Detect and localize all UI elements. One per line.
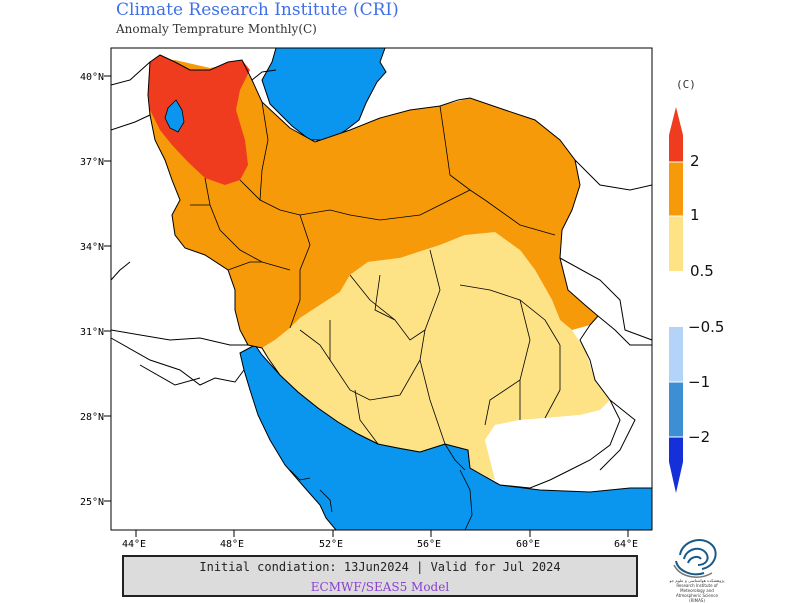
lat-label: 31°N [80,327,104,338]
anomaly-region-neutral [485,410,620,488]
anomaly-region-0.5-to-1 [262,232,610,480]
model-name-text: ECMWF/SEAS5 Model [310,580,450,594]
lon-label: 44°E [122,539,146,550]
legend-label-minus-2: −2 [688,428,711,446]
page-title: Climate Research Institute (CRI) [116,0,399,20]
logo-caption: پژوهشکده هواشناسی و علوم جو Research Ins… [669,578,725,603]
lon-label: 64°E [614,539,638,550]
lat-label: 28°N [80,412,104,423]
page-subtitle: Anomaly Temprature Monthly(C) [116,22,317,36]
lat-axis: 40°N 37°N 34°N 31°N 28°N 25°N [80,72,111,508]
legend-colorbar [669,107,683,493]
legend-label-1: 1 [690,206,700,224]
lat-label: 25°N [80,497,104,508]
lon-label: 48°E [220,539,244,550]
legend-label-2: 2 [690,152,700,170]
legend-swatch-below-minus-2 [669,437,683,493]
lat-label: 34°N [80,242,104,253]
lon-label: 52°E [319,539,343,550]
legend-swatch-0.5-to-1 [669,216,683,271]
lake-urmia [164,99,185,133]
institute-logo-icon [673,539,717,578]
iran-border [147,54,621,489]
legend-swatch-above-2 [669,107,683,162]
lon-axis: 44°E 48°E 52°E 56°E 60°E 64°E [122,530,638,550]
lon-label: 56°E [417,539,441,550]
anomaly-region-1-to-2 [148,60,598,348]
legend-label-minus-1: −1 [688,373,711,391]
legend-swatch-minus-0.5-to-minus-1 [669,327,683,382]
legend-unit: (C) [676,78,696,91]
legend-swatch-1-to-2 [669,162,683,216]
legend-swatch-minus-1-to-minus-2 [669,382,683,437]
lat-label: 37°N [80,157,104,168]
legend-label-0.5: 0.5 [690,262,714,280]
anomaly-region-above-2 [148,55,250,185]
lon-label: 60°E [516,539,540,550]
map-frame [110,47,653,531]
footer-info-box: Initial condiation: 13Jun2024 | Valid fo… [122,555,638,597]
legend-label-minus-0.5: −0.5 [688,318,725,336]
caspian-sea [261,47,387,141]
province-borders [190,101,561,445]
coastline-details [289,443,473,531]
initial-condition-text: Initial condiation: 13Jun2024 | Valid fo… [199,560,561,574]
neighbour-borders [110,61,653,471]
lat-label: 40°N [80,72,104,83]
